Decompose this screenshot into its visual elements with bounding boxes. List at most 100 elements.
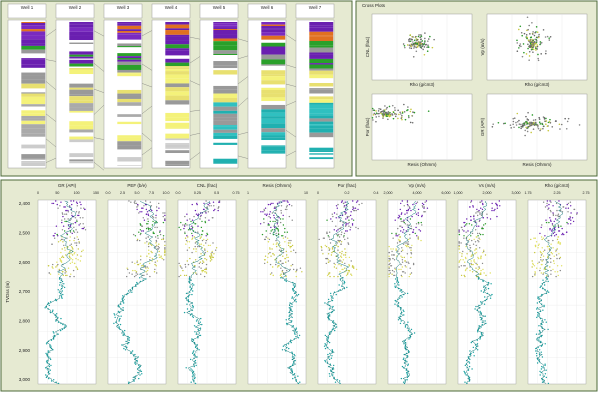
log-point bbox=[200, 273, 202, 275]
track-tick-label: 2.75 bbox=[583, 191, 590, 195]
log-point bbox=[259, 223, 262, 225]
log-point bbox=[552, 268, 554, 271]
well-header bbox=[247, 3, 287, 19]
crossplot-point bbox=[535, 45, 537, 48]
log-point bbox=[328, 247, 330, 249]
log-point bbox=[128, 272, 131, 274]
log-point bbox=[460, 274, 463, 277]
log-point bbox=[295, 275, 298, 278]
log-point bbox=[417, 237, 419, 239]
log-point bbox=[113, 322, 115, 325]
log-point bbox=[403, 221, 405, 224]
log-point bbox=[463, 265, 465, 267]
log-point bbox=[551, 223, 554, 225]
log-point bbox=[275, 239, 277, 242]
log-point bbox=[269, 247, 271, 249]
track-name: Resis (Ohmm) bbox=[263, 183, 293, 188]
lithology-band bbox=[117, 30, 142, 33]
lithology-band bbox=[213, 106, 238, 111]
lithology-band bbox=[69, 153, 94, 158]
log-point bbox=[297, 382, 300, 385]
lithology-band bbox=[117, 78, 142, 83]
log-point bbox=[200, 253, 202, 255]
log-point bbox=[548, 207, 550, 209]
lithology-band bbox=[69, 110, 94, 113]
log-point bbox=[458, 261, 460, 263]
log-point bbox=[122, 307, 124, 309]
lithology-band bbox=[69, 87, 94, 90]
log-point bbox=[401, 291, 403, 293]
lithology-band bbox=[261, 39, 286, 43]
log-point bbox=[557, 225, 560, 227]
log-point bbox=[155, 206, 158, 208]
log-point bbox=[398, 284, 400, 286]
log-point bbox=[280, 277, 282, 279]
correlation-line bbox=[189, 132, 201, 136]
log-point bbox=[409, 207, 411, 209]
crossplot-point bbox=[537, 36, 540, 39]
log-point bbox=[187, 229, 190, 231]
log-point bbox=[328, 341, 331, 344]
log-point bbox=[329, 260, 331, 262]
log-point bbox=[557, 226, 560, 229]
log-point bbox=[54, 232, 56, 235]
log-point bbox=[553, 220, 555, 223]
log-point bbox=[398, 253, 401, 255]
log-point bbox=[147, 213, 149, 215]
log-point bbox=[489, 297, 492, 299]
log-point bbox=[479, 233, 482, 236]
log-point bbox=[554, 271, 556, 273]
log-point bbox=[184, 231, 186, 233]
log-point bbox=[463, 221, 465, 224]
lithology-band bbox=[117, 82, 142, 86]
log-point bbox=[211, 255, 213, 257]
lithology-band bbox=[213, 102, 238, 107]
crossplot-point bbox=[528, 59, 530, 61]
log-point bbox=[286, 256, 288, 259]
log-point bbox=[537, 297, 539, 299]
log-point bbox=[547, 275, 549, 278]
log-point bbox=[339, 220, 341, 223]
log-point bbox=[141, 211, 143, 213]
log-point bbox=[400, 274, 403, 277]
log-point bbox=[545, 219, 547, 221]
log-point bbox=[52, 235, 55, 237]
log-point bbox=[344, 267, 346, 269]
log-point bbox=[76, 205, 79, 207]
log-point bbox=[139, 277, 141, 279]
log-point bbox=[152, 217, 155, 219]
log-point bbox=[277, 225, 280, 227]
log-point bbox=[344, 238, 346, 241]
log-point bbox=[178, 275, 180, 278]
log-point bbox=[569, 215, 571, 218]
track-tick-label: 1,000 bbox=[454, 191, 463, 195]
log-point bbox=[289, 242, 291, 244]
log-point bbox=[204, 217, 207, 219]
log-point bbox=[491, 209, 493, 212]
log-point bbox=[291, 371, 294, 374]
log-point bbox=[295, 269, 298, 272]
log-point bbox=[491, 202, 493, 205]
log-point bbox=[484, 296, 486, 298]
log-point bbox=[155, 245, 157, 248]
log-point bbox=[263, 209, 266, 212]
lithology-band bbox=[213, 45, 238, 51]
lithology-band bbox=[261, 22, 286, 25]
log-point bbox=[292, 374, 294, 376]
log-point bbox=[331, 307, 334, 309]
log-point bbox=[276, 242, 278, 244]
crossplot-point bbox=[515, 124, 518, 126]
log-point bbox=[139, 233, 142, 236]
lithology-band bbox=[21, 79, 46, 81]
log-point bbox=[464, 381, 466, 383]
lithology-band bbox=[165, 164, 190, 166]
log-point bbox=[329, 275, 331, 278]
log-point bbox=[62, 293, 64, 296]
crossplot-point bbox=[535, 47, 537, 50]
log-point bbox=[539, 267, 541, 269]
log-point bbox=[282, 251, 285, 254]
log-point bbox=[46, 368, 48, 370]
log-point bbox=[408, 327, 410, 329]
lithology-band bbox=[21, 154, 46, 159]
log-point bbox=[157, 245, 159, 248]
